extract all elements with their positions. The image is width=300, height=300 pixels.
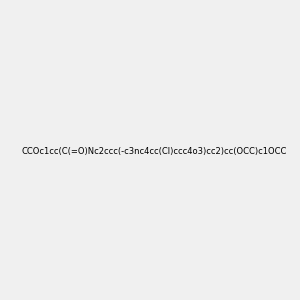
- Text: CCOc1cc(C(=O)Nc2ccc(-c3nc4cc(Cl)ccc4o3)cc2)cc(OCC)c1OCC: CCOc1cc(C(=O)Nc2ccc(-c3nc4cc(Cl)ccc4o3)c…: [21, 147, 286, 156]
